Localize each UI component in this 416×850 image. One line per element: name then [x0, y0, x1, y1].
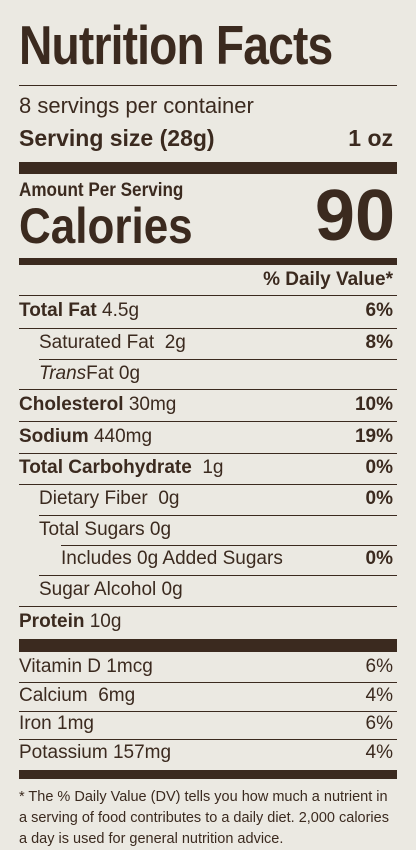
vitamin-amount: 1mcg — [106, 656, 153, 677]
divider — [61, 545, 397, 546]
vitamin-amount: 6mg — [98, 685, 136, 706]
divider — [19, 739, 397, 740]
nutrient-label: Cholesterol — [19, 394, 124, 415]
divider — [19, 328, 397, 329]
divider — [39, 359, 397, 360]
calories-value: 90 — [314, 176, 395, 256]
divider — [39, 575, 397, 576]
nutrient-dv: 8% — [365, 332, 393, 353]
divider — [19, 606, 397, 607]
nutrient-amount: 2g — [164, 332, 186, 353]
serving-size-label: Serving size (28g) — [19, 125, 215, 151]
nutrient-dv: 6% — [365, 300, 393, 321]
thick-divider — [19, 639, 397, 652]
divider — [19, 453, 397, 454]
nutrient-row-total-carbohydrate: Total Carbohydrate 1g 0% — [19, 457, 397, 487]
nutrient-label: Includes 0g Added Sugars — [61, 548, 283, 569]
nutrient-label: Total Sugars — [39, 519, 145, 540]
divider — [19, 389, 397, 390]
nutrient-label: Protein — [19, 611, 85, 632]
daily-value-footnote: * The % Daily Value (DV) tells you how m… — [19, 789, 389, 847]
vitamin-row-calcium: Calcium 6mg 4% — [19, 685, 397, 715]
nutrient-row-saturated-fat: Saturated Fat 2g 8% — [19, 332, 397, 362]
nutrient-row-dietary-fiber: Dietary Fiber 0g 0% — [19, 488, 397, 518]
nutrient-label: Fat — [86, 363, 114, 384]
serving-size-value: 1 oz — [348, 125, 393, 151]
thick-divider — [19, 162, 397, 174]
divider — [39, 515, 397, 516]
serving-size-row: Serving size (28g) 1 oz — [19, 125, 397, 153]
nutrient-row-sodium: Sodium 440mg 19% — [19, 426, 397, 456]
nutrient-row-protein: Protein 10g — [19, 611, 397, 641]
nutrient-amount: 0g — [161, 579, 183, 600]
vitamin-label: Potassium — [19, 742, 108, 763]
medium-divider — [19, 258, 397, 265]
nutrient-label: Total Fat — [19, 300, 97, 321]
divider — [19, 682, 397, 683]
nutrient-dv: 0% — [365, 457, 393, 478]
vitamin-dv: 6% — [365, 713, 393, 734]
divider — [19, 85, 397, 86]
vitamin-row-iron: Iron 1mg 6% — [19, 713, 397, 743]
divider — [19, 295, 397, 296]
vitamin-dv: 4% — [365, 742, 393, 763]
nutrient-dv: 0% — [365, 548, 393, 569]
vitamin-amount: 1mg — [57, 713, 94, 734]
daily-value-header: % Daily Value* — [263, 269, 393, 290]
nutrient-row-total-fat: Total Fat 4.5g 6% — [19, 300, 397, 330]
nutrient-amount: 0g — [149, 519, 172, 540]
vitamin-label: Vitamin D — [19, 656, 102, 677]
nutrient-label: Sodium — [19, 426, 89, 447]
vitamin-label: Calcium — [19, 685, 88, 706]
nutrient-amount: 0g — [158, 488, 180, 509]
nutrient-amount: 30mg — [128, 394, 177, 415]
vitamin-dv: 4% — [365, 685, 393, 706]
nutrient-row-total-sugars: Total Sugars 0g — [19, 519, 397, 549]
servings-per-container: 8 servings per container — [19, 93, 254, 118]
nutrient-row-sugar-alcohol: Sugar Alcohol 0g — [19, 579, 397, 609]
nutrient-label: Sugar Alcohol — [39, 579, 157, 600]
nutrient-label: Total Carbohydrate — [19, 457, 192, 478]
nutrient-dv: 19% — [354, 426, 393, 447]
vitamin-dv: 6% — [365, 656, 393, 677]
nutrient-row-cholesterol: Cholesterol 30mg 10% — [19, 394, 397, 424]
nutrient-amount: 440mg — [93, 426, 153, 447]
nutrient-dv: 0% — [365, 488, 393, 509]
calories-label: Calories — [19, 198, 193, 254]
nutrient-amount: 10g — [89, 611, 122, 632]
nutrient-amount: 1g — [202, 457, 224, 478]
divider — [19, 484, 397, 485]
nutrient-label: Saturated Fat — [39, 332, 155, 353]
nutrient-row-trans-fat: TransFat 0g — [19, 363, 397, 393]
medium-divider — [19, 770, 397, 779]
nutrient-label-italic: Trans — [39, 363, 87, 384]
nutrient-label: Dietary Fiber — [39, 488, 148, 509]
divider — [19, 421, 397, 422]
vitamin-row-vitamin-d: Vitamin D 1mcg 6% — [19, 656, 397, 686]
divider — [19, 711, 397, 712]
nutrient-amount: 0g — [118, 363, 141, 384]
vitamin-label: Iron — [19, 713, 52, 734]
vitamin-row-potassium: Potassium 157mg 4% — [19, 742, 397, 772]
vitamin-amount: 157mg — [112, 742, 172, 763]
nutrient-dv: 10% — [354, 394, 393, 415]
nutrient-row-added-sugars: Includes 0g Added Sugars 0% — [19, 548, 397, 578]
amount-per-serving: Amount Per Serving — [19, 180, 184, 201]
nutrient-amount: 4.5g — [102, 300, 140, 321]
label-title: Nutrition Facts — [19, 14, 333, 76]
